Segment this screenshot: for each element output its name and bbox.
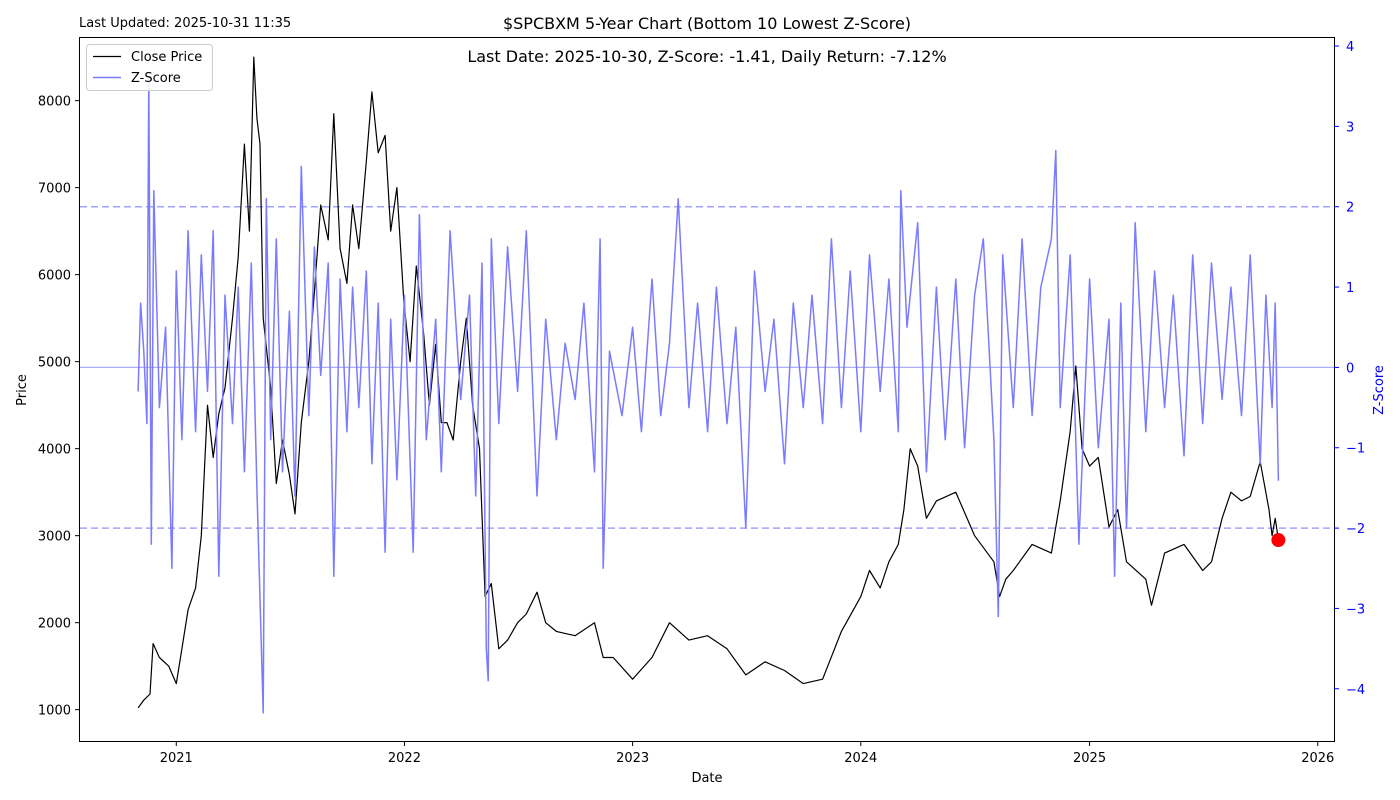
x-tick-label-2026: 2026 — [1301, 751, 1334, 766]
x-tick-label-2024: 2024 — [844, 751, 877, 766]
series-close-price-line — [137, 56, 1279, 709]
y-right-tick-label-1: 1 — [1346, 281, 1354, 296]
y-right-tick-label-2: 2 — [1346, 201, 1354, 216]
x-axis: 2021 2022 2023 2024 2025 2026 — [160, 741, 1334, 766]
y-right-tick-label-3: 3 — [1346, 120, 1354, 135]
y-left-tick-label-6000: 6000 — [38, 269, 71, 284]
y-left-tick-label-2000: 2000 — [38, 617, 71, 632]
y-axis-left: 1000 2000 3000 4000 5000 6000 7000 8000 — [38, 95, 80, 719]
y-right-tick-label-0: 0 — [1346, 361, 1354, 376]
y-left-tick-label-4000: 4000 — [38, 443, 71, 458]
plot-area — [80, 56, 1334, 714]
y-right-tick-label-4: 4 — [1346, 40, 1354, 55]
series-zscore-line — [137, 77, 1280, 714]
y-right-tick-label--1: −1 — [1346, 442, 1365, 457]
reference-lines — [80, 205, 1334, 529]
y-left-tick-label-8000: 8000 — [38, 95, 71, 110]
y-axis-right: −4 −3 −2 −1 0 1 2 3 4 — [1334, 40, 1365, 698]
y-left-tick-label-7000: 7000 — [38, 182, 71, 197]
y-axis-left-label: Price — [15, 374, 30, 406]
last-updated: Last Updated: 2025-10-31 11:35 — [79, 16, 291, 31]
chart-title: $SPCBXM 5-Year Chart (Bottom 10 Lowest Z… — [503, 14, 911, 33]
last-point-marker — [1271, 533, 1286, 548]
y-right-tick-label--3: −3 — [1346, 602, 1365, 617]
x-tick-label-2022: 2022 — [388, 751, 421, 766]
y-left-tick-label-1000: 1000 — [38, 704, 71, 719]
y-right-tick-label--4: −4 — [1346, 683, 1365, 698]
legend-label-close-price: Close Price — [131, 50, 202, 65]
y-axis-right-label: Z-Score — [1372, 365, 1387, 415]
x-tick-label-2021: 2021 — [160, 751, 193, 766]
chart-subtitle: Last Date: 2025-10-30, Z-Score: -1.41, D… — [467, 47, 946, 66]
legend-label-zscore: Z-Score — [131, 71, 181, 86]
y-right-tick-label--2: −2 — [1346, 522, 1365, 537]
x-axis-label: Date — [691, 771, 722, 786]
y-left-tick-label-5000: 5000 — [38, 356, 71, 371]
y-left-tick-label-3000: 3000 — [38, 530, 71, 545]
x-tick-label-2023: 2023 — [616, 751, 649, 766]
legend: Close Price Z-Score — [86, 44, 213, 91]
plot-frame — [79, 37, 1335, 742]
x-tick-label-2025: 2025 — [1073, 751, 1106, 766]
